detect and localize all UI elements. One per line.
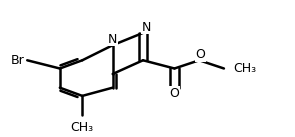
Text: N: N [142,21,151,34]
Text: CH₃: CH₃ [71,121,94,134]
Text: O: O [195,48,205,61]
Text: N: N [108,33,117,45]
Text: CH₃: CH₃ [233,62,256,75]
Text: Br: Br [11,54,25,67]
Text: O: O [170,87,179,100]
